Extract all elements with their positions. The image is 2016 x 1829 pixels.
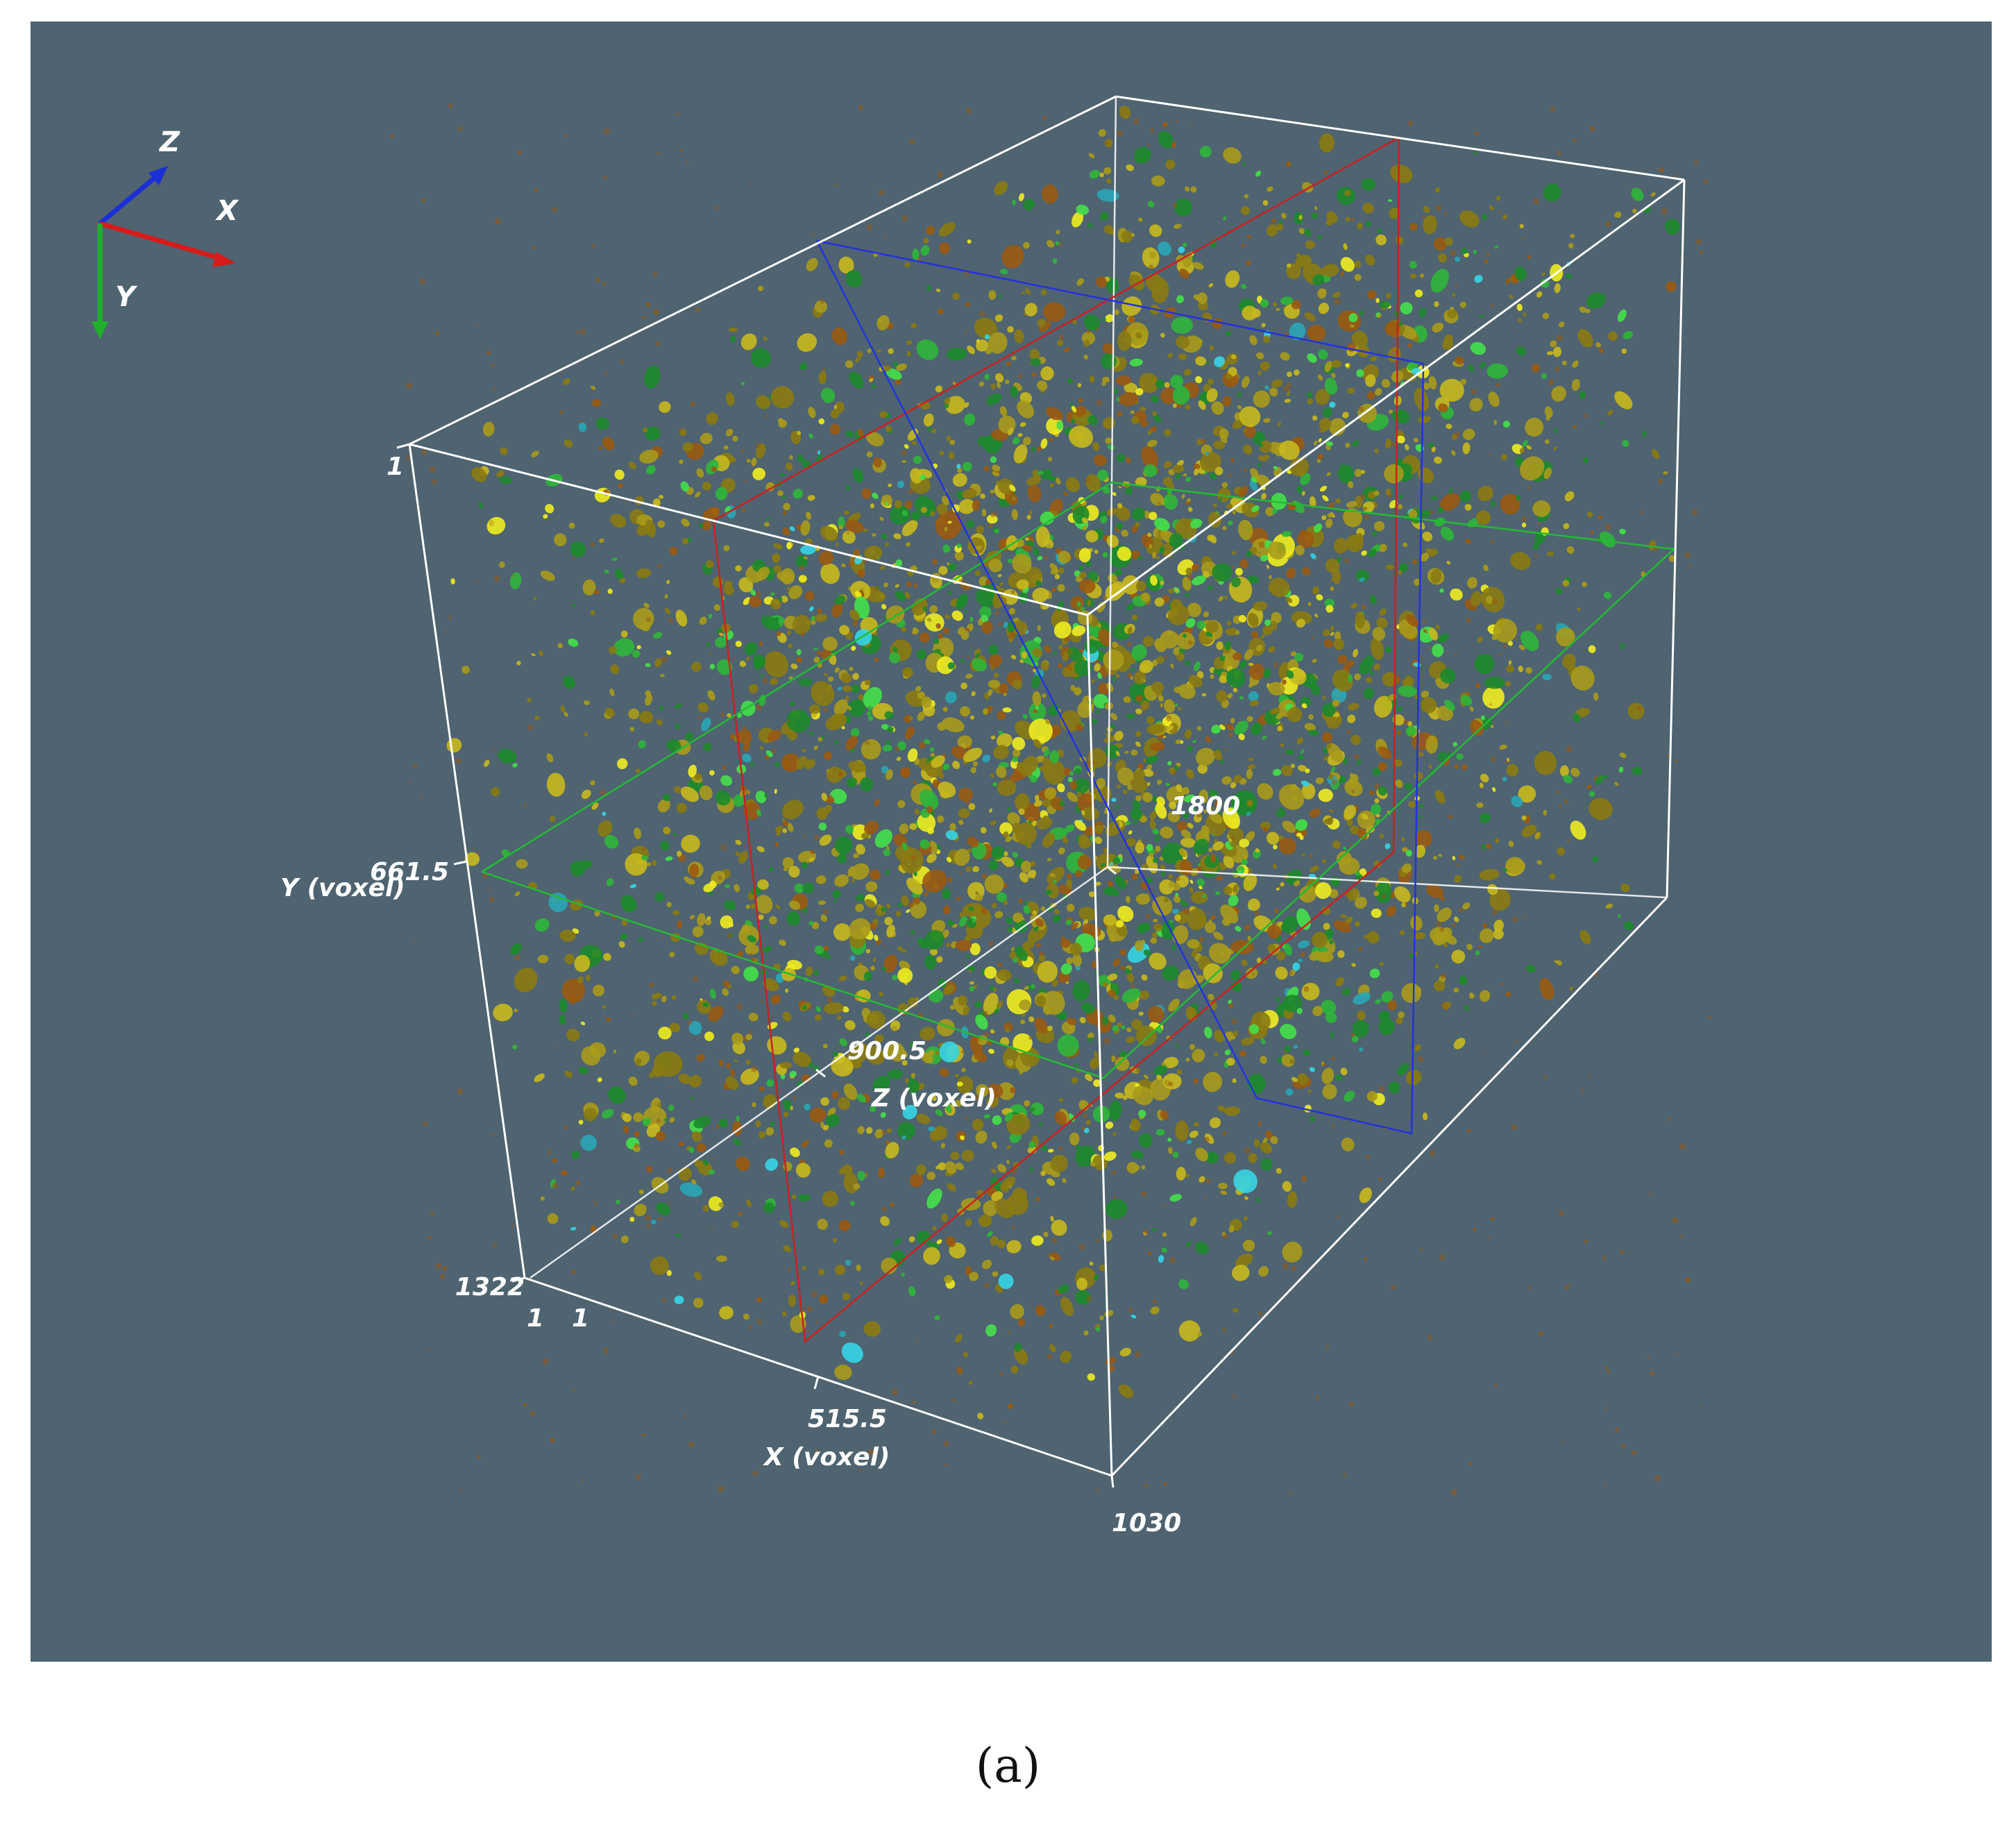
x-axis-letter: X [214, 195, 239, 227]
slice-planes [481, 136, 1676, 1344]
z-tick [815, 1068, 826, 1078]
z-axis-arrow [98, 172, 161, 226]
box-front-edges [408, 95, 1686, 1477]
x-tick [813, 1376, 820, 1390]
y-tick [511, 1276, 525, 1283]
box-edge [1115, 95, 1685, 181]
x-axis-arrow [99, 221, 226, 262]
orientation-triad: Z X Y [92, 126, 239, 339]
z-slice-plane [815, 239, 1425, 1135]
box-edge [409, 95, 1117, 446]
y-axis-title: Y (voxel) [280, 874, 405, 902]
z-axis-title: Z (voxel) [871, 1084, 997, 1113]
x-axis-title: X (voxel) [763, 1443, 890, 1472]
particle-cloud [389, 103, 1711, 1496]
x-tick-label-mid: 515.5 [808, 1405, 887, 1433]
box-edge [408, 444, 526, 1279]
x-arrowhead-icon [212, 252, 236, 267]
box-edge [1087, 178, 1685, 616]
y-arrowhead-icon [92, 321, 108, 339]
box-edge [1107, 866, 1668, 899]
y-tick-label-top: 1 [387, 453, 404, 481]
box-edge [1110, 896, 1668, 1477]
y-tick [396, 443, 410, 449]
figure-caption: (a) [975, 1739, 1041, 1794]
y-slice-plane [481, 481, 1676, 1079]
volume-scene: 1 661.5 Y (voxel) 1322 1 1 515.5 X (voxe… [31, 22, 1992, 1662]
x-tick-label-end: 1030 [1112, 1509, 1181, 1537]
box-edge [1666, 179, 1686, 898]
z-arrowhead-icon [149, 166, 168, 185]
axis-tick-marks [396, 443, 1117, 1488]
volume-render-viewport[interactable]: 1 661.5 Y (voxel) 1322 1 1 515.5 X (voxe… [31, 22, 1992, 1662]
x-tick [1110, 1475, 1115, 1488]
z-tick-label-start: 1 [527, 1304, 544, 1333]
x-tick-label-start: 1 [572, 1304, 589, 1333]
box-edge [1086, 614, 1113, 1476]
y-axis-letter: Y [115, 281, 138, 313]
z-tick [1107, 866, 1117, 875]
box-edge [409, 443, 1088, 616]
y-tick [453, 860, 468, 866]
viewport-background [31, 22, 1992, 1662]
y-tick-label-mid: 661.5 [370, 858, 449, 886]
y-tick-label-bottom: 1322 [455, 1273, 525, 1301]
z-tick-label-end: 1800 [1171, 792, 1240, 820]
z-axis-letter: Z [158, 126, 180, 158]
z-tick-label-mid: 900.5 [847, 1037, 926, 1065]
x-slice-plane [712, 136, 1400, 1344]
